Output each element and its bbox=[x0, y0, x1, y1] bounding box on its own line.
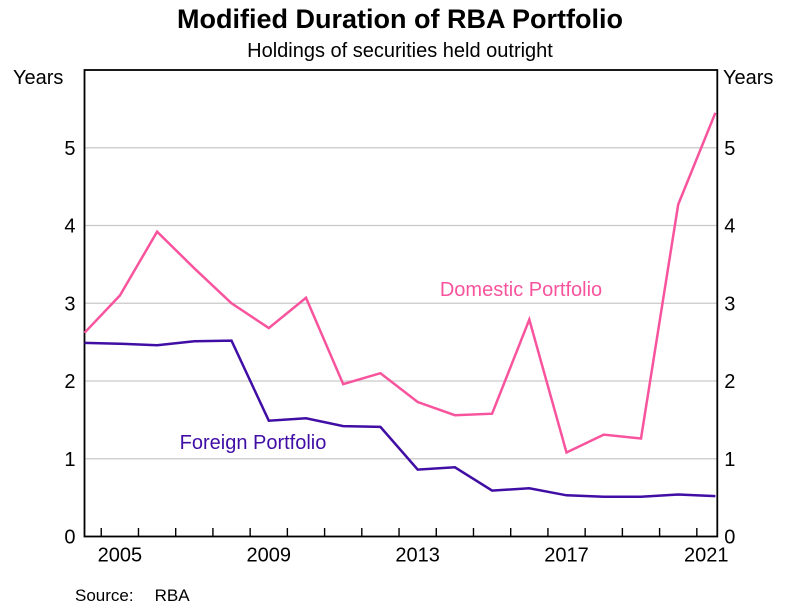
y-tick-label-left-4: 4 bbox=[64, 216, 75, 238]
series-line-domestic-portfolio bbox=[83, 112, 717, 455]
source-label: Source: bbox=[75, 586, 134, 605]
y-tick-label-right-1: 1 bbox=[724, 449, 735, 471]
y-tick-label-right-2: 2 bbox=[724, 371, 735, 393]
x-tick-label-2021: 2021 bbox=[684, 545, 729, 567]
plot-frame bbox=[83, 69, 719, 538]
source-value: RBA bbox=[154, 586, 190, 605]
chart-subtitle: Holdings of securities held outright bbox=[247, 40, 553, 62]
source-line: Source: RBA bbox=[75, 586, 190, 606]
x-tick-label-2013: 2013 bbox=[395, 545, 440, 567]
y-tick-label-left-5: 5 bbox=[64, 138, 75, 160]
y-tick-label-left-0: 0 bbox=[64, 527, 75, 549]
y-tick-label-right-5: 5 bbox=[724, 138, 735, 160]
y-tick-label-right-4: 4 bbox=[724, 216, 735, 238]
y-tick-label-right-0: 0 bbox=[724, 527, 735, 549]
y-tick-label-left-1: 1 bbox=[64, 449, 75, 471]
y-axis-unit-left: Years bbox=[13, 67, 64, 89]
chart-title: Modified Duration of RBA Portfolio bbox=[177, 4, 623, 34]
x-tick-label-2009: 2009 bbox=[247, 545, 292, 567]
y-tick-label-right-3: 3 bbox=[724, 293, 735, 315]
y-tick-label-left-2: 2 bbox=[64, 371, 75, 393]
series-label-domestic-portfolio: Domestic Portfolio bbox=[440, 279, 602, 301]
series-label-foreign-portfolio: Foreign Portfolio bbox=[180, 432, 327, 454]
y-axis-unit-right: Years bbox=[723, 67, 774, 89]
x-tick-label-2017: 2017 bbox=[544, 545, 589, 567]
series-line-foreign-portfolio bbox=[84, 339, 716, 499]
x-tick-label-2005: 2005 bbox=[98, 545, 143, 567]
y-tick-label-left-3: 3 bbox=[64, 293, 75, 315]
